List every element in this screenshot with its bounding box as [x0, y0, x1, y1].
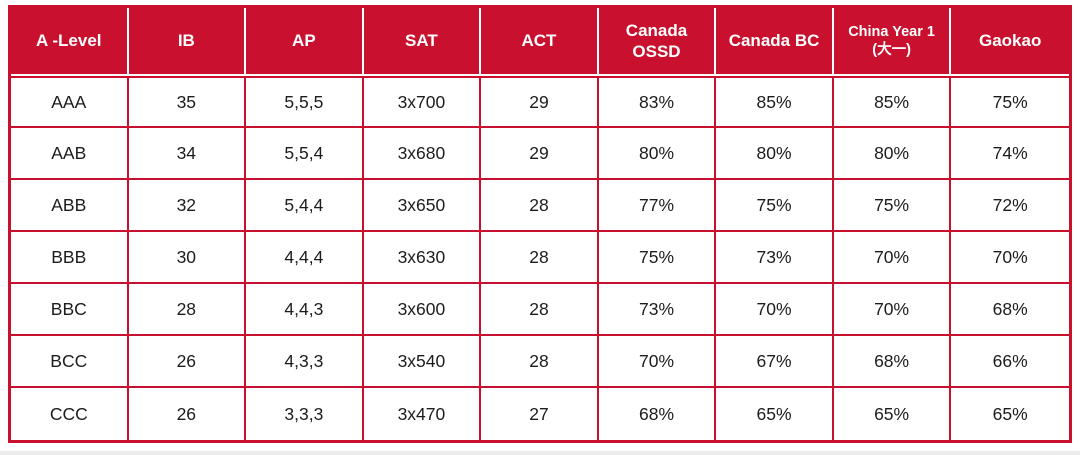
column-header-sat: SAT	[363, 8, 482, 76]
table-cell: 70%	[833, 284, 952, 336]
table-cell: 75%	[716, 180, 834, 232]
table-cell: 3x600	[363, 284, 482, 336]
table-cell: 3x650	[363, 180, 482, 232]
table-cell: 68%	[833, 336, 952, 388]
entry-requirements-table: A -Level IB AP SAT ACT Canada OSSD Canad…	[11, 8, 1069, 440]
table-cell: 3x540	[363, 336, 482, 388]
table-cell: 29	[481, 76, 599, 128]
table-cell: 70%	[716, 284, 834, 336]
table-cell: 3x680	[363, 128, 482, 180]
table-cell: 77%	[598, 180, 717, 232]
column-header-act: ACT	[481, 8, 599, 76]
table-cell: 4,4,4	[246, 232, 364, 284]
column-header-canada-ossd: Canada OSSD	[598, 8, 717, 76]
table-cell: 80%	[833, 128, 952, 180]
table-cell: 5,5,5	[246, 76, 364, 128]
table-cell: 30	[128, 232, 247, 284]
table-cell: AAA	[11, 76, 129, 128]
requirements-table-frame: A -Level IB AP SAT ACT Canada OSSD Canad…	[8, 5, 1072, 443]
table-cell: CCC	[11, 388, 129, 440]
table-row: BBC 28 4,4,3 3x600 28 73% 70% 70% 68%	[11, 284, 1069, 336]
table-cell: 35	[128, 76, 247, 128]
table-cell: ABB	[11, 180, 129, 232]
table-cell: 66%	[951, 336, 1069, 388]
table-cell: 29	[481, 128, 599, 180]
table-cell: 83%	[598, 76, 717, 128]
table-row: BCC 26 4,3,3 3x540 28 70% 67% 68% 66%	[11, 336, 1069, 388]
table-cell: 28	[481, 284, 599, 336]
table-cell: 65%	[833, 388, 952, 440]
table-cell: 34	[128, 128, 247, 180]
bottom-edge-strip	[0, 451, 1080, 455]
table-cell: 3x630	[363, 232, 482, 284]
table-cell: 65%	[716, 388, 834, 440]
column-header-ib: IB	[128, 8, 247, 76]
column-header-ap: AP	[246, 8, 364, 76]
table-cell: BBB	[11, 232, 129, 284]
table-cell: 67%	[716, 336, 834, 388]
table-cell: 28	[481, 232, 599, 284]
table-cell: 75%	[598, 232, 717, 284]
table-cell: 4,3,3	[246, 336, 364, 388]
table-cell: 3x470	[363, 388, 482, 440]
table-cell: 4,4,3	[246, 284, 364, 336]
table-cell: 70%	[833, 232, 952, 284]
table-cell: 28	[128, 284, 247, 336]
column-header-a-level: A -Level	[11, 8, 129, 76]
table-cell: 85%	[716, 76, 834, 128]
table-row: BBB 30 4,4,4 3x630 28 75% 73% 70% 70%	[11, 232, 1069, 284]
table-cell: 75%	[951, 76, 1069, 128]
table-row: AAA 35 5,5,5 3x700 29 83% 85% 85% 75%	[11, 76, 1069, 128]
table-cell: 26	[128, 336, 247, 388]
table-cell: 5,4,4	[246, 180, 364, 232]
table-cell: BBC	[11, 284, 129, 336]
table-row: AAB 34 5,5,4 3x680 29 80% 80% 80% 74%	[11, 128, 1069, 180]
column-header-gaokao: Gaokao	[951, 8, 1069, 76]
table-cell: 5,5,4	[246, 128, 364, 180]
table-cell: 68%	[951, 284, 1069, 336]
table-cell: 80%	[598, 128, 717, 180]
table-cell: 85%	[833, 76, 952, 128]
header-row: A -Level IB AP SAT ACT Canada OSSD Canad…	[11, 8, 1069, 76]
table-cell: 28	[481, 336, 599, 388]
table-cell: 75%	[833, 180, 952, 232]
table-cell: 73%	[716, 232, 834, 284]
table-header: A -Level IB AP SAT ACT Canada OSSD Canad…	[11, 8, 1069, 76]
table-cell: 28	[481, 180, 599, 232]
table-cell: 72%	[951, 180, 1069, 232]
table-cell: BCC	[11, 336, 129, 388]
table-cell: 3,3,3	[246, 388, 364, 440]
table-cell: 27	[481, 388, 599, 440]
table-cell: 32	[128, 180, 247, 232]
table-cell: AAB	[11, 128, 129, 180]
table-row: CCC 26 3,3,3 3x470 27 68% 65% 65% 65%	[11, 388, 1069, 440]
table-cell: 68%	[598, 388, 717, 440]
table-cell: 65%	[951, 388, 1069, 440]
table-cell: 70%	[951, 232, 1069, 284]
table-cell: 74%	[951, 128, 1069, 180]
table-cell: 80%	[716, 128, 834, 180]
table-cell: 3x700	[363, 76, 482, 128]
table-cell: 73%	[598, 284, 717, 336]
column-header-china-year1: China Year 1 (大一)	[833, 8, 952, 76]
column-header-canada-bc: Canada BC	[716, 8, 834, 76]
table-body: AAA 35 5,5,5 3x700 29 83% 85% 85% 75% AA…	[11, 76, 1069, 440]
table-row: ABB 32 5,4,4 3x650 28 77% 75% 75% 72%	[11, 180, 1069, 232]
table-cell: 70%	[598, 336, 717, 388]
table-cell: 26	[128, 388, 247, 440]
